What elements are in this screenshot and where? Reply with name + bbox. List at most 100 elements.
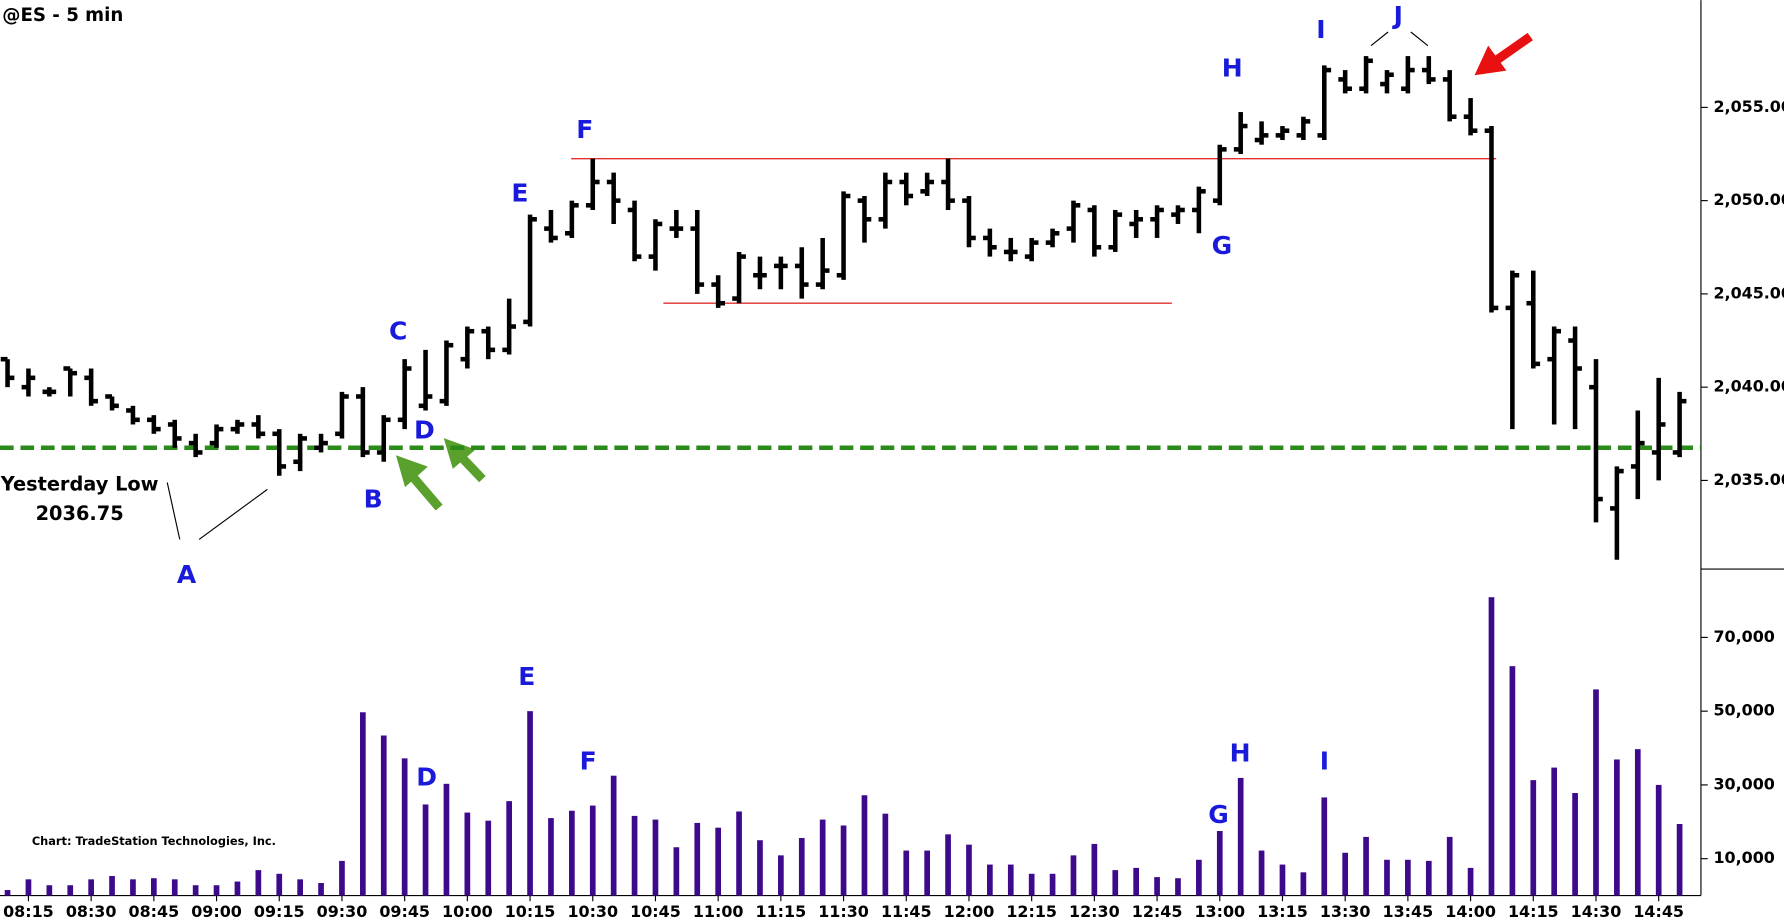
volume-bar [924,850,931,896]
annotation: G [1212,231,1233,260]
volume-bar [109,876,115,896]
volume-bar [610,775,617,896]
volume-bar [1258,850,1265,896]
x-tick-label: 14:30 [1571,902,1622,921]
volume-bar [151,878,157,896]
volume-bar [1196,859,1202,896]
x-tick-label: 08:45 [129,902,180,921]
y-tick-label: 2,045.00 [1713,283,1784,302]
volume-bar [1363,836,1369,896]
connector [198,488,268,540]
volume-bar [757,840,763,896]
x-tick-label: 10:00 [442,902,493,921]
x-tick-label: 10:30 [567,902,618,921]
volume-bar [318,883,324,896]
volume-bar [694,822,701,896]
volume-bar [1049,873,1056,896]
annotation: D [416,762,437,791]
volume-bar [569,810,575,896]
connectors [166,31,1429,540]
volume-bar [1384,859,1390,896]
volume-bar [171,879,178,896]
y-tick-label: 2,040.00 [1713,377,1784,396]
arrow-head [1474,45,1507,76]
annotation: B [364,485,383,514]
x-tick-label: 12:45 [1132,902,1183,921]
source-note: Chart: TradeStation Technologies, Inc. [32,834,276,848]
x-tick-label: 14:45 [1633,902,1684,921]
volume-bar [1133,867,1140,896]
annotation: E [511,179,528,208]
x-tick-label: 11:15 [756,902,807,921]
y-tick-label: 50,000 [1713,701,1774,720]
reference-label: Yesterday Low [0,472,159,495]
x-tick-label: 09:30 [317,902,368,921]
annotation: I [1320,746,1329,775]
volume-bar [234,881,241,896]
volume-bar [1112,870,1119,896]
volume-bar [401,758,408,896]
annotation: F [580,746,597,775]
x-tick-label: 10:15 [505,902,556,921]
volume-bar [1321,797,1328,896]
volume-bar [987,864,993,896]
volume-bar [4,890,11,896]
x-tick-label: 12:15 [1006,902,1057,921]
x-tick-label: 13:45 [1383,902,1434,921]
x-tick-label: 11:45 [881,902,932,921]
annotation: D [414,415,435,444]
volume-bar [1154,877,1160,896]
annotation: G [1208,800,1229,829]
y-tick-label: 30,000 [1713,774,1774,793]
volume-bar [46,885,53,896]
volume-bar [1091,843,1098,896]
x-tick-label: 11:30 [818,902,869,921]
volume-bar [130,879,136,896]
volume-bar [1007,864,1014,896]
x-tick-label: 13:15 [1257,902,1308,921]
volume-bar [1530,780,1537,896]
volume-bar [1676,824,1683,896]
volume-bar [485,820,492,896]
volume-bar [276,873,283,896]
volume-bar [67,885,74,896]
annotation: C [389,316,407,345]
volume-bar [1509,666,1516,896]
y-tick-label: 10,000 [1713,848,1774,867]
x-tick-label: 09:45 [379,902,430,921]
volume-bar [527,711,533,896]
x-tick-label: 12:30 [1069,902,1120,921]
volume-bar [882,813,889,896]
x-tick-label: 09:15 [254,902,305,921]
volume-bar [1216,831,1223,896]
volume-bar [1342,852,1349,896]
y-tick-label: 70,000 [1713,627,1774,646]
volume-bar [736,811,742,896]
y-tick-label: 2,050.00 [1713,190,1784,209]
volume-bar [1175,878,1181,896]
volume-bar [339,860,345,896]
volume-bar [861,795,868,896]
x-tick-label: 12:00 [944,902,995,921]
volume-bar [297,879,303,896]
volume-bar [1572,793,1578,896]
volume-bar [715,827,722,896]
x-tick-label: 14:15 [1508,902,1559,921]
volume-bar [25,879,32,896]
x-tick-label: 11:00 [693,902,744,921]
annotation: H [1222,54,1243,83]
volume-bar [1028,873,1035,896]
annotation: A [177,560,197,589]
annotation: F [576,115,593,144]
volume-bar [506,801,513,896]
volume-bar [589,805,596,896]
y-tick-label: 2,035.00 [1713,470,1784,489]
volume-bar [631,815,638,896]
x-tick-label: 13:30 [1320,902,1371,921]
x-tick-label: 10:45 [630,902,681,921]
volume-bar [422,804,429,896]
volume-bar [778,855,784,896]
x-tick-label: 13:00 [1194,902,1245,921]
chart-title: @ES - 5 min [2,5,123,26]
x-tick-label: 09:00 [191,902,242,921]
